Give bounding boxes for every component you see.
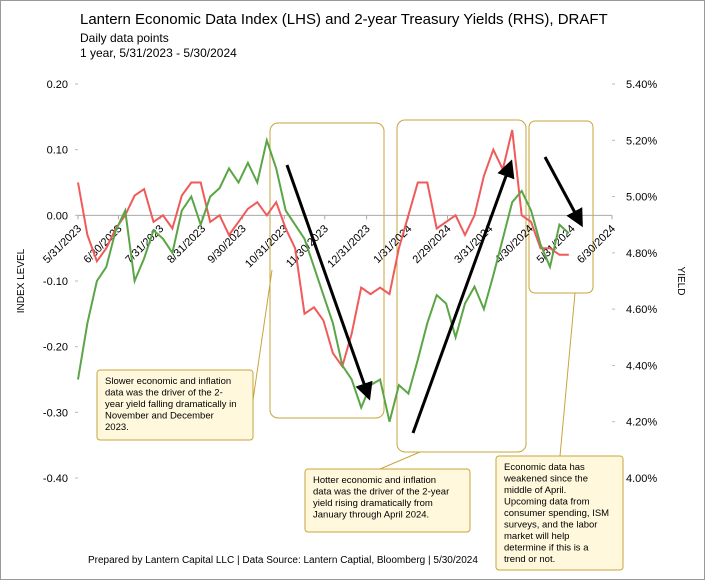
annotation-text: yield rising dramatically from [313,498,433,509]
annotation-text: consumer spending, ISM [504,508,609,519]
highlight-box [269,122,385,419]
y-tick-label: -0.10 [43,276,68,288]
annotation-text: data was the driver of the 2- [105,388,223,399]
y-tick-label: -0.20 [43,342,68,354]
series-line [77,129,569,369]
chart-title: Lantern Economic Data Index (LHS) and 2-… [80,11,608,28]
series-line [77,136,570,422]
y2-tick-label: 4.80% [626,248,657,260]
annotation-text: November and December [105,411,214,422]
y2-tick-label: 4.40% [626,360,657,372]
annotation-text: Slower economic and inflation [105,376,231,387]
highlight-boxes [252,119,594,470]
y-tick-label: 0.10 [47,145,68,157]
annotation-text: Hotter economic and inflation [313,475,436,486]
y2-tick-label: 5.20% [626,135,657,147]
callout-box [96,369,254,441]
subtitle: 1 year, 5/31/2023 - 5/30/2024 [80,46,237,60]
callout-line [252,269,273,401]
annotation-text: trend or not. [504,554,555,565]
trend-arrow [411,159,515,434]
annotation-text: January through April 2024. [313,510,429,521]
y-tick-label: -0.40 [43,473,68,485]
y-tick-label: 0.00 [47,210,68,222]
annotation-text: surveys, and the labor [504,520,597,531]
annotation-text: determine if this is a [504,543,589,554]
callout-line [379,451,421,470]
y2-axis-label: YIELD [675,267,686,296]
footer: Prepared by Lantern Capital LLC | Data S… [88,555,478,566]
y2-tick-label: 4.00% [626,473,657,485]
y2-tick-label: 4.20% [626,417,657,429]
annotation-text: year yield falling dramatically in [105,399,236,410]
annotation-text: middle of April. [504,485,566,496]
annotation-text: Economic data has [504,462,585,473]
annotation-text: data was the driver of the 2-year [313,487,449,498]
highlight-box [396,119,527,453]
y-tick-label: -0.30 [43,407,68,419]
annotation-text: market will help [504,531,569,542]
annotation-text: weakened since the [503,474,588,485]
y2-tick-label: 5.40% [626,79,657,91]
y-axis-label: INDEX LEVEL [16,248,27,313]
callout-line [559,292,576,457]
y-tick-label: 0.20 [47,79,68,91]
subtitle: Daily data points [80,31,169,45]
y2-tick-label: 4.60% [626,304,657,316]
trend-arrow [285,164,373,401]
callout-box [495,455,624,571]
annotation-text: Upcoming data from [504,497,590,508]
annotation-text: 2023. [105,422,129,433]
y2-tick-label: 5.00% [626,192,657,204]
trend-arrow [543,156,583,228]
callout-box [304,468,471,533]
